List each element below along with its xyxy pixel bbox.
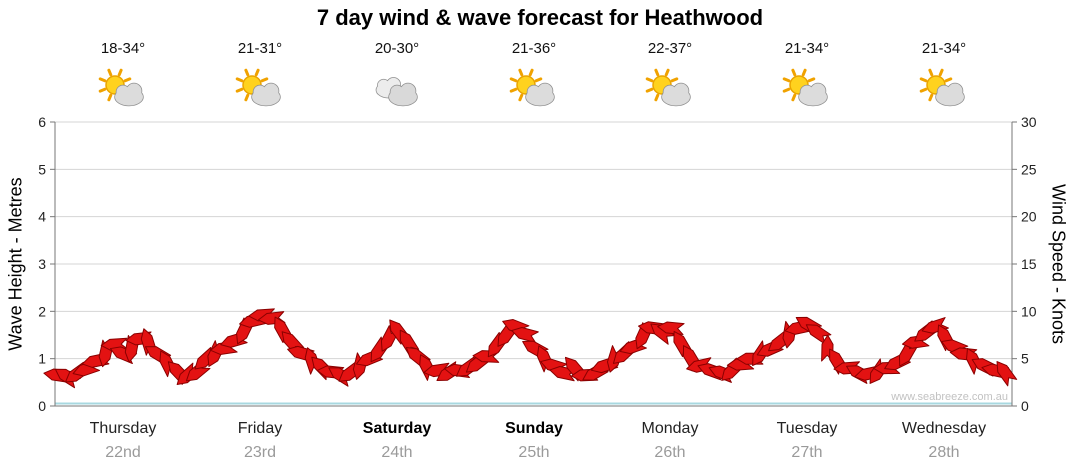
left-tick-label: 0 — [38, 398, 46, 414]
wind-barb — [511, 326, 539, 344]
day-date: 25th — [518, 444, 550, 461]
right-tick-label: 0 — [1021, 398, 1029, 414]
sun-cloud-icon — [874, 68, 1014, 114]
day-name: Saturday — [362, 420, 432, 437]
day-name: Wednesday — [901, 420, 987, 437]
left-tick-label: 2 — [38, 303, 46, 319]
day-name: Friday — [237, 420, 283, 437]
day-date: 24th — [381, 444, 413, 461]
day-name: Tuesday — [776, 420, 838, 437]
day-temperature: 18-34° — [100, 40, 146, 57]
day-temperature: 22-37° — [647, 40, 693, 57]
left-tick-label: 1 — [38, 351, 46, 367]
day-temperature: 21-34° — [921, 40, 967, 57]
day-name: Thursday — [89, 420, 157, 437]
left-tick-label: 6 — [38, 114, 46, 130]
sun-cloud-icon — [737, 68, 877, 114]
sun-cloud-icon — [464, 68, 604, 114]
right-tick-label: 25 — [1021, 161, 1037, 177]
day-date: 23rd — [243, 444, 277, 461]
left-tick-label: 5 — [38, 161, 46, 177]
sun-cloud-icon — [53, 68, 193, 114]
day-temperature: 21-31° — [237, 40, 283, 57]
right-tick-label: 15 — [1021, 256, 1037, 272]
right-tick-label: 30 — [1021, 114, 1037, 130]
page-title: 7 day wind & wave forecast for Heathwood — [316, 5, 764, 30]
sun-cloud-icon — [600, 68, 740, 114]
day-temperature: 20-30° — [374, 40, 420, 57]
wind-barb — [380, 325, 400, 352]
sun-cloud-icon — [190, 68, 330, 114]
cloudy-icon — [327, 68, 467, 114]
right-tick-label: 5 — [1021, 351, 1029, 367]
left-tick-label: 3 — [38, 256, 46, 272]
wind-barb — [996, 361, 1018, 387]
day-date: 22nd — [105, 444, 141, 461]
right-tick-label: 20 — [1021, 209, 1037, 225]
day-date: 27th — [791, 444, 823, 461]
day-temperature: 21-34° — [784, 40, 830, 57]
day-name: Sunday — [505, 420, 563, 437]
day-temperature: 21-36° — [511, 40, 557, 57]
day-date: 28th — [928, 444, 960, 461]
day-name: Monday — [641, 420, 699, 437]
wind-barb — [805, 324, 832, 345]
day-date: 26th — [654, 444, 686, 461]
wind-barb — [898, 340, 918, 367]
left-tick-label: 4 — [38, 209, 46, 225]
wind-barb — [399, 329, 420, 356]
watermark: www.seabreeze.com.au — [891, 391, 1008, 403]
wind-barb — [657, 321, 685, 336]
right-tick-label: 10 — [1021, 303, 1037, 319]
